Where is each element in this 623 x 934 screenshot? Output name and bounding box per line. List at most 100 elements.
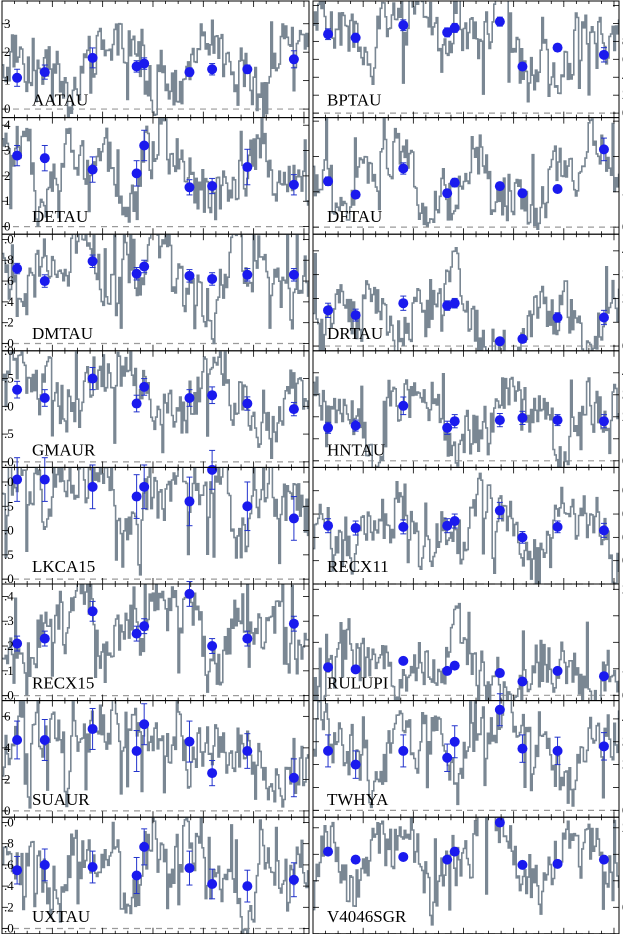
data-point [207,768,218,779]
data-point [39,392,50,403]
y-tick-label: .0 [4,523,14,538]
data-point [494,415,505,426]
y-tick-label: 2 [4,168,11,183]
data-point [442,422,453,433]
data-point [12,72,23,83]
data-point [288,513,299,524]
data-point [552,42,563,53]
variability-trace [2,700,309,809]
panel-v4046sgr: 0.1.1.2.V4046SGR [312,816,623,934]
variability-trace [313,700,619,809]
panel-lkca15: .0 .5 .0 .5 .0 LKCA15 [1,449,310,586]
data-point [449,660,460,671]
panel-name: BPTAU [327,91,381,110]
data-point [242,269,253,280]
y-tick-label: .5 [4,547,14,562]
data-point [494,16,505,27]
y-tick-label: .4 [4,878,14,893]
data-point [184,588,195,599]
data-point [350,420,361,431]
data-point [442,520,453,531]
data-point [139,719,150,730]
data-point [350,523,361,534]
y-tick-label: 2 [4,771,11,786]
data-point [350,189,361,200]
data-point [517,859,528,870]
variability-trace [2,817,309,934]
y-tick-label: .2 [4,899,14,914]
panel-name: UXTAU [32,907,90,926]
data-point [131,491,142,502]
data-point [442,665,453,676]
y-tick-label: .5 [4,498,14,513]
data-point [598,49,609,60]
y-tick-label: .3 [4,613,14,628]
data-point [12,734,23,745]
panel-name: HNTAU [327,440,385,459]
data-point [242,162,253,173]
y-tick-label: 4 [4,117,11,132]
data-point [12,150,23,161]
y-tick-label: 2 [4,44,11,59]
data-point [449,416,460,427]
data-point [323,305,334,316]
data-point [131,398,142,409]
data-point [139,140,150,151]
data-point [517,188,528,199]
data-point [184,182,195,193]
panel-name: RULUPI [327,674,389,693]
panel-hntau: 01234HNTAU [312,350,623,468]
data-point [323,745,334,756]
y-tick-label: .0 [4,474,14,489]
y-tick-label: 1 [4,73,11,88]
data-point [39,633,50,644]
data-point [517,412,528,423]
data-point [494,181,505,192]
data-point [184,863,195,874]
data-point [552,745,563,756]
data-point [207,641,218,652]
panel-twhya: 01234TWHYA [312,693,623,818]
data-point [552,521,563,532]
data-point [39,276,50,287]
y-tick-label: 4 [4,740,11,755]
data-point [288,54,299,65]
variability-trace [313,117,619,230]
data-point [398,20,409,31]
variability-trace [313,247,619,351]
variability-trace [2,584,309,696]
y-tick-label: .0 [4,454,14,469]
y-tick-label: .5 [4,426,14,441]
y-tick-label: .0 [4,921,14,934]
data-point [398,400,409,411]
data-point [449,736,460,747]
y-tick-label: .4 [4,294,14,309]
data-point [139,261,150,272]
data-point [517,333,528,344]
data-point [517,532,528,543]
y-tick-label: 0 [4,219,11,234]
y-tick-label: .6 [4,273,14,288]
panel-name: SUAUR [32,790,90,809]
variability-trace [2,117,309,227]
data-point [242,64,253,75]
data-point [87,373,98,384]
panel-name: DETAU [32,207,88,226]
variability-trace [2,350,309,459]
y-tick-label: .8 [4,836,14,851]
panel-drtau: 010203040DRTAU [312,233,623,353]
panel-rulupi: 05101520RULUPI [312,581,623,702]
y-tick-label: .4 [4,588,14,603]
data-point [184,736,195,747]
panel-suaur: 0 2 4 6 SUAUR [1,700,310,818]
panel-uxtau: .0 .2 .4 .6 .8 .0 UXTAU [1,815,310,934]
data-point [131,61,142,72]
data-point [39,474,50,485]
y-tick-label: 0 [4,101,11,116]
data-point [184,67,195,78]
data-point [517,61,528,72]
data-point [598,416,609,427]
data-point [12,384,23,395]
data-point [87,481,98,492]
data-point [442,752,453,763]
